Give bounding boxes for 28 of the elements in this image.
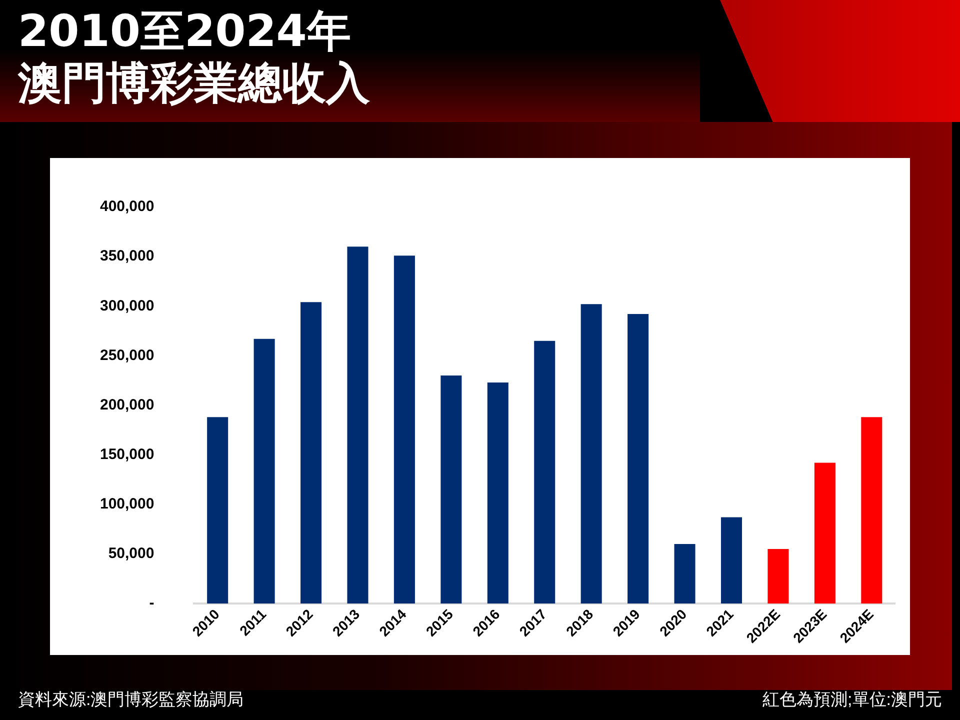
y-tick-label: 50,000 bbox=[108, 545, 154, 562]
bar bbox=[861, 417, 882, 604]
bar bbox=[394, 256, 415, 604]
bar bbox=[814, 462, 836, 604]
bar bbox=[628, 314, 649, 604]
y-tick-label: 300,000 bbox=[100, 297, 154, 314]
source-note: 資料來源:澳門博彩監察協調局 bbox=[18, 689, 244, 711]
bar bbox=[207, 417, 228, 604]
y-tick-label: 200,000 bbox=[100, 396, 154, 414]
y-tick-label: 100,000 bbox=[100, 496, 154, 513]
chart-title: 2010至2024年 bbox=[18, 6, 352, 58]
y-tick-label: - bbox=[149, 594, 154, 612]
bar bbox=[440, 376, 462, 604]
bar bbox=[254, 338, 275, 604]
bar bbox=[534, 340, 556, 604]
y-tick-label: 400,000 bbox=[100, 198, 154, 216]
y-tick-label: 150,000 bbox=[100, 446, 154, 463]
bar bbox=[300, 302, 322, 604]
bar bbox=[487, 382, 508, 604]
chart-subtitle: 澳門博彩業總收入 bbox=[18, 58, 370, 110]
text: 紅色為預測;單位:澳門元 bbox=[762, 689, 942, 711]
y-tick-label: 350,000 bbox=[100, 248, 154, 265]
bar bbox=[768, 548, 789, 604]
y-tick-label: 250,000 bbox=[100, 346, 154, 364]
bar bbox=[347, 246, 368, 604]
bar bbox=[674, 544, 696, 604]
bar bbox=[720, 517, 742, 604]
bar bbox=[580, 304, 602, 604]
